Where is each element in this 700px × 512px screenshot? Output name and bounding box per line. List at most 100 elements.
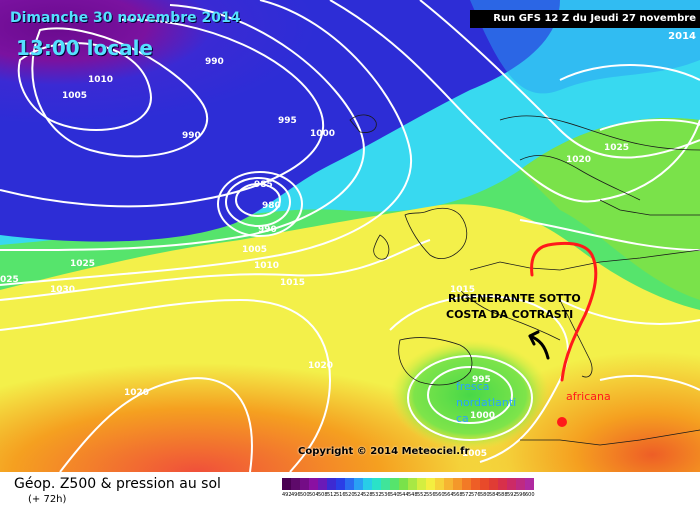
scale-swatch — [399, 478, 408, 490]
scale-swatch — [318, 478, 327, 490]
isobar-label: 1020 — [308, 361, 333, 371]
annotation-line-2: COSTA DA COTRASTI — [446, 308, 574, 321]
isobar-label: 1015 — [450, 285, 475, 295]
scale-swatch — [327, 478, 336, 490]
isobar-label: 1015 — [280, 278, 305, 288]
scale-swatch — [489, 478, 498, 490]
scale-label: 512 — [327, 492, 337, 498]
isobar-label: 1020 — [566, 155, 591, 165]
isobar-label: 1020 — [124, 388, 149, 398]
scale-label: 544 — [399, 492, 409, 498]
cutoff-low — [390, 340, 550, 450]
scale-swatch — [291, 478, 300, 490]
red-trajectory — [530, 241, 598, 382]
scale-swatch — [444, 478, 453, 490]
scale-label: 548 — [408, 492, 418, 498]
scale-label: 588 — [498, 492, 508, 498]
scale-label: 564 — [444, 492, 454, 498]
scale-swatch — [417, 478, 426, 490]
scale-label: 584 — [489, 492, 499, 498]
cyan-annotation-2: nordatlanti — [456, 396, 517, 409]
scale-label: 504 — [309, 492, 319, 498]
scale-label: 560 — [435, 492, 445, 498]
isobar-label: 990 — [258, 225, 277, 235]
isobar-label: 1000 — [310, 129, 335, 139]
scale-label: 532 — [372, 492, 382, 498]
map-canvas: 990 1010 1005 990 995 1000 985 980 990 1… — [0, 0, 700, 472]
scale-label: 528 — [363, 492, 373, 498]
isobars — [0, 0, 700, 472]
scale-swatch — [525, 478, 534, 490]
chart-title: Géop. Z500 & pression au sol — [14, 476, 221, 492]
footer: Géop. Z500 & pression au sol (+ 72h) — [0, 472, 700, 512]
scale-swatch — [516, 478, 525, 490]
black-arrow — [528, 330, 550, 360]
isobar-label: 1010 — [254, 261, 279, 271]
forecast-time: 13:00 locale — [16, 36, 153, 60]
scale-label: 580 — [480, 492, 490, 498]
scale-swatch — [363, 478, 372, 490]
scale-swatch — [300, 478, 309, 490]
scale-label: 556 — [426, 492, 436, 498]
scale-label: 508 — [318, 492, 328, 498]
isobar-label: 1005 — [462, 449, 487, 459]
scale-swatch — [480, 478, 489, 490]
isobar-label: 1025 — [604, 143, 629, 153]
scale-label: 596 — [516, 492, 526, 498]
scale-label: 524 — [354, 492, 364, 498]
scale-swatch — [372, 478, 381, 490]
isobar-label: 025 — [0, 275, 19, 285]
scale-swatch — [498, 478, 507, 490]
scale-label: 592 — [507, 492, 517, 498]
red-dot — [557, 417, 567, 427]
scale-label: 572 — [462, 492, 472, 498]
forecast-date: Dimanche 30 novembre 2014 — [10, 10, 241, 26]
scale-swatch — [507, 478, 516, 490]
scale-swatch — [282, 478, 291, 490]
weather-map: 990 1010 1005 990 995 1000 985 980 990 1… — [0, 0, 700, 472]
coastlines — [349, 114, 700, 446]
scale-swatch — [462, 478, 471, 490]
scale-swatch — [309, 478, 318, 490]
isobar-label: 1010 — [88, 75, 113, 85]
scale-swatch — [453, 478, 462, 490]
red-annotation: africana — [566, 390, 611, 403]
scale-label: 552 — [417, 492, 427, 498]
scale-label: 496 — [291, 492, 301, 498]
scale-swatch — [336, 478, 345, 490]
scale-label: 540 — [390, 492, 400, 498]
scale-swatch — [354, 478, 363, 490]
scale-label: 536 — [381, 492, 391, 498]
scale-swatch — [426, 478, 435, 490]
isobar-label: 1000 — [470, 411, 495, 421]
scale-label: 520 — [345, 492, 355, 498]
isobar-label: 990 — [182, 131, 201, 141]
isobar-label: 995 — [472, 375, 491, 385]
isobar-labels: 990 1010 1005 990 995 1000 985 980 990 1… — [0, 57, 629, 459]
cyan-annotation-3: ca — [456, 412, 469, 425]
scale-label: 516 — [336, 492, 346, 498]
scale-swatch — [381, 478, 390, 490]
deep-low-core — [0, 0, 470, 177]
isobar-label: 990 — [205, 57, 224, 67]
scale-swatch — [435, 478, 444, 490]
isobar-label: 1025 — [70, 259, 95, 269]
isobar-label: 1005 — [62, 91, 87, 101]
isobar-label: 1030 — [50, 285, 75, 295]
scale-label: 600 — [525, 492, 535, 498]
lead-time: (+ 72h) — [28, 494, 67, 505]
color-scale — [282, 478, 534, 490]
isobar-label: 1005 — [242, 245, 267, 255]
cyan-annotation-1: fresca — [456, 380, 490, 393]
annotation-line-1: RIGENERANTE SOTTO — [448, 292, 581, 305]
scale-label: 492 — [282, 492, 292, 498]
scale-label: 500 — [300, 492, 310, 498]
copyright: Copyright © 2014 Meteociel.fr — [298, 446, 470, 457]
color-scale-labels: 492 496 500 504 508 512 516 520 524 528 532 536 540 5… — [282, 492, 535, 498]
scale-swatch — [345, 478, 354, 490]
isobar-label: 980 — [262, 201, 281, 211]
isobar-label: 985 — [254, 180, 273, 190]
isobar-label: 995 — [278, 116, 297, 126]
scale-label: 568 — [453, 492, 463, 498]
scale-swatch — [408, 478, 417, 490]
